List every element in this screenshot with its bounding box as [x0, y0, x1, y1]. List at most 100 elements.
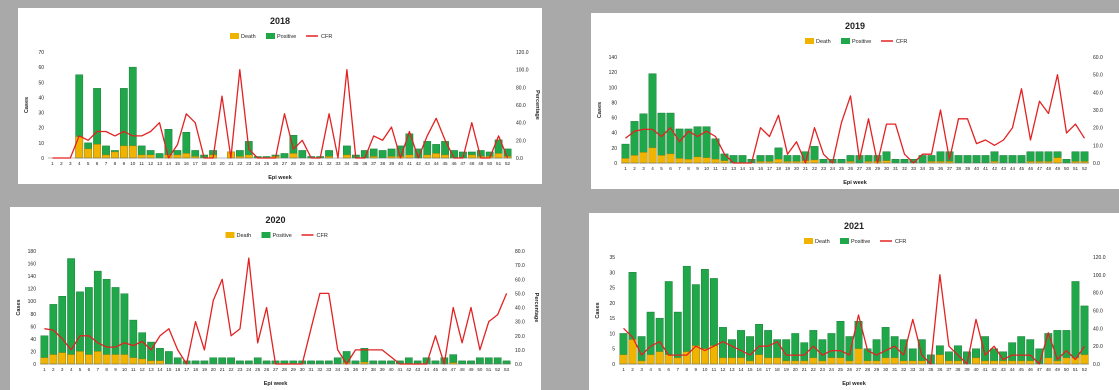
y-tick-label: 0	[614, 161, 617, 167]
y-axis-title: Cases	[24, 97, 30, 113]
x-tick-label: 8	[686, 367, 689, 372]
cfr-line	[44, 257, 508, 365]
x-tick-label: 52	[1082, 367, 1088, 372]
y-tick-label: 15	[609, 316, 615, 322]
x-tick-label: 5	[658, 367, 661, 372]
x-tick-label: 12	[148, 161, 154, 166]
x-axis-title: Epi week	[268, 175, 292, 181]
bar-death	[863, 360, 872, 365]
bar-death	[702, 157, 711, 164]
x-tick-label: 3	[61, 367, 64, 372]
y2-tick-label: 60.0	[515, 277, 525, 283]
bar-positive	[458, 360, 466, 365]
x-tick-label: 44	[434, 161, 440, 166]
x-tick-label: 34	[920, 166, 926, 171]
x-tick-label: 21	[220, 367, 226, 372]
legend-swatch-positive	[840, 238, 849, 244]
x-tick-label: 10	[702, 367, 708, 372]
x-tick-label: 47	[1037, 166, 1043, 171]
x-tick-label: 6	[88, 367, 91, 372]
x-tick-label: 2	[633, 166, 636, 171]
bar-positive	[837, 159, 846, 164]
x-tick-label: 19	[785, 166, 791, 171]
x-tick-label: 38	[380, 161, 386, 166]
x-tick-label: 40	[398, 161, 404, 166]
x-tick-label: 25	[255, 367, 261, 372]
bar-death	[809, 357, 818, 365]
legend-label-cfr: CFR	[317, 233, 328, 239]
bar-death	[664, 354, 673, 365]
x-tick-label: 48	[1046, 367, 1052, 372]
y2-tick-label: 20.0	[1093, 344, 1103, 350]
y2-tick-label: 10.0	[1093, 143, 1103, 149]
x-tick-label: 26	[848, 166, 854, 171]
bar-positive	[253, 357, 262, 365]
x-tick-label: 11	[712, 367, 717, 372]
bar-death	[711, 159, 720, 164]
x-tick-label: 25	[839, 166, 845, 171]
cfr-line	[623, 274, 1086, 365]
x-tick-label: 40	[388, 367, 394, 372]
x-tick-label: 35	[929, 166, 935, 171]
x-tick-label: 7	[678, 166, 681, 171]
bar-death	[111, 354, 120, 365]
legend-label-death: Death	[816, 39, 831, 45]
bar-positive	[111, 287, 120, 365]
y-tick-label: 160	[28, 262, 37, 268]
x-tick-label: 46	[451, 161, 457, 166]
bar-death	[1080, 354, 1089, 365]
x-tick-label: 4	[78, 161, 81, 166]
x-tick-label: 49	[1055, 166, 1061, 171]
x-tick-label: 36	[937, 367, 943, 372]
bar-death	[289, 153, 298, 159]
x-tick-label: 16	[175, 367, 181, 372]
y2-axis-title: Percentage	[533, 293, 539, 323]
bar-positive	[191, 360, 200, 365]
y-tick-label: 20	[30, 349, 36, 355]
bar-death	[972, 357, 980, 365]
x-tick-label: 40	[974, 166, 980, 171]
x-tick-label: 51	[1073, 166, 1079, 171]
y2-tick-label: 30.0	[515, 320, 525, 326]
x-tick-label: 1	[622, 367, 625, 372]
bar-positive	[102, 279, 111, 365]
bar-positive	[369, 360, 378, 365]
bar-death	[84, 148, 93, 159]
x-tick-label: 28	[291, 161, 297, 166]
legend-label-positive: Positive	[852, 39, 871, 45]
y2-tick-label: 40.0	[515, 306, 525, 312]
bar-death	[719, 357, 727, 365]
x-tick-label: 29	[875, 166, 881, 171]
bar-death	[675, 158, 684, 164]
y-axis-title: Cases	[595, 302, 601, 318]
bars	[75, 66, 512, 159]
y2-tick-label: 60.0	[516, 103, 526, 109]
y2-tick-label: 20.0	[1093, 126, 1103, 132]
bar-death	[746, 360, 754, 365]
bar-death	[774, 159, 783, 164]
y-tick-label: 20	[609, 301, 615, 307]
bar-death	[737, 357, 745, 365]
x-tick-label: 34	[335, 367, 341, 372]
x-tick-label: 10	[122, 367, 128, 372]
x-tick-label: 45	[433, 367, 439, 372]
x-tick-label: 26	[847, 367, 853, 372]
bar-death	[40, 357, 49, 365]
x-tick-label: 27	[857, 166, 863, 171]
x-tick-label: 20	[219, 161, 225, 166]
bar-positive	[227, 357, 235, 365]
x-tick-label: 16	[757, 367, 763, 372]
y2-axis-title: Percentage	[534, 90, 540, 120]
bar-death	[845, 360, 854, 365]
bar-death	[128, 145, 137, 159]
x-tick-label: 25	[264, 161, 270, 166]
y-tick-label: 0	[41, 156, 44, 162]
x-tick-label: 14	[157, 367, 163, 372]
bar-death	[1044, 357, 1053, 365]
x-tick-label: 22	[229, 367, 235, 372]
bar-positive	[298, 150, 307, 159]
y-tick-label: 30	[38, 111, 44, 117]
x-axis-title: Epi week	[264, 381, 288, 387]
y2-tick-label: 50.0	[515, 291, 525, 297]
